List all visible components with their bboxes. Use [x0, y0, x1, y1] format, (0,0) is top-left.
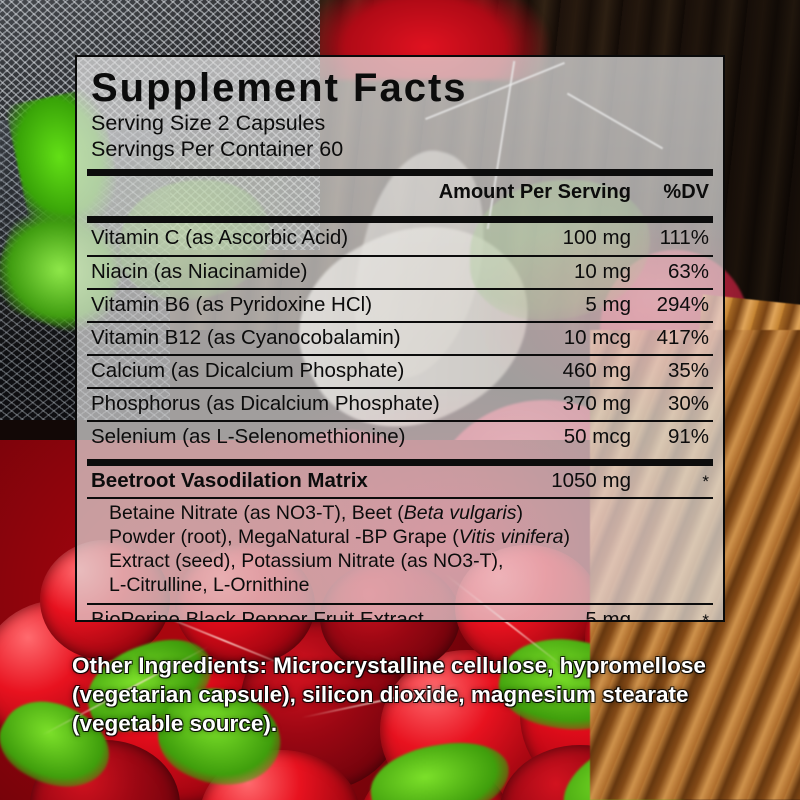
nutrient-dv: 30% [667, 391, 709, 415]
blend-ingredient-line: L-Citrulline, L-Ornithine [109, 574, 310, 597]
blend-divider-top [87, 458, 713, 466]
blend-ingredient-line: Betaine Nitrate (as NO3-T), Beet (Beta v… [109, 502, 524, 525]
row-divider [87, 288, 713, 290]
nutrient-dv: 111% [659, 226, 709, 250]
nutrient-dv: 35% [667, 358, 709, 382]
nutrient-dv: 63% [667, 259, 709, 283]
bioperine-divider [87, 603, 713, 605]
bioperine-amount: 5 mg [585, 607, 631, 622]
nutrient-name: Niacin (as Niacinamide) [91, 259, 308, 283]
blend-ingredient-list: Betaine Nitrate (as NO3-T), Beet (Beta v… [87, 499, 713, 603]
blend-ingredient-line: Extract (seed), Potassium Nitrate (as NO… [109, 550, 504, 573]
nutrient-amount: 100 mg [562, 226, 631, 250]
nutrient-table: Vitamin C (as Ascorbic Acid) 100 mg 111% Ni… [87, 223, 713, 453]
row-divider [87, 420, 713, 422]
nutrient-row: Vitamin C (as Ascorbic Acid) 100 mg 111% [87, 223, 713, 255]
nutrient-name: Vitamin B6 (as Pyridoxine HCl) [91, 292, 373, 316]
nutrient-row: Vitamin B12 (as Cyanocobalamin) 10 mcg 417… [87, 323, 713, 355]
nutrient-name: Phosphorus (as Dicalcium Phosphate) [91, 391, 440, 415]
nutrient-name: Vitamin C (as Ascorbic Acid) [91, 226, 349, 250]
bioperine-dv: * [702, 610, 709, 622]
blend-name-underline [87, 497, 713, 500]
nutrient-row: Selenium (as L-Selenomethionine) 50 mcg 91… [87, 422, 713, 454]
nutrient-row: Calcium (as Dicalcium Phosphate) 460 mg 35… [87, 356, 713, 388]
nutrient-amount: 460 mg [562, 358, 631, 382]
row-divider [87, 354, 713, 356]
nutrient-amount: 370 mg [562, 391, 631, 415]
blend-header-row: Beetroot Vasodilation Matrix 1050 mg * [87, 466, 713, 498]
latin-binomial: Vitis vinifera [458, 526, 564, 549]
other-ingredients-text: Other Ingredients: Microcrystalline cell… [72, 652, 742, 738]
nutrient-amount: 10 mcg [563, 325, 631, 349]
bioperine-name: BioPerine Black Pepper Fruit Extract [91, 607, 424, 622]
nutrient-amount: 10 mg [574, 259, 631, 283]
supplement-facts-panel: Supplement Facts Serving Size 2 Capsules… [75, 55, 725, 622]
nutrient-dv: 91% [667, 425, 709, 448]
other-ingredients-label: Other Ingredients: [72, 653, 268, 678]
column-header-row: Amount Per Serving %DV [87, 176, 713, 209]
bioperine-row: BioPerine Black Pepper Fruit Extract 5 m… [87, 605, 713, 622]
page-title: Supplement Facts [91, 66, 468, 110]
blend-name: Beetroot Vasodilation Matrix [91, 468, 368, 492]
nutrient-amount: 50 mcg [563, 425, 631, 448]
column-header-amount: Amount Per Serving [438, 181, 631, 204]
header-divider-top [87, 169, 713, 177]
row-divider [87, 387, 713, 389]
servings-per-container-text: Servings Per Container 60 [91, 137, 344, 162]
nutrient-dv: 294% [656, 292, 709, 316]
nutrient-name: Calcium (as Dicalcium Phosphate) [91, 358, 405, 382]
nutrient-row: Phosphorus (as Dicalcium Phosphate) 370 m… [87, 389, 713, 421]
row-divider [87, 321, 713, 323]
nutrient-dv: 417% [656, 325, 709, 349]
other-ingredients-body: Microcrystalline cellulose, hypromellose… [72, 653, 706, 736]
row-divider [87, 254, 713, 257]
header-divider-bottom [87, 216, 713, 224]
nutrient-row: Vitamin B6 (as Pyridoxine HCl) 5 mg 294% [87, 290, 713, 322]
nutrient-amount: 5 mg [585, 292, 631, 316]
blend-dv: * [702, 471, 709, 491]
nutrient-row: Niacin (as Niacinamide) 10 mg 63% [87, 257, 713, 289]
blend-ingredient-line: Powder (root), MegaNatural -BP Grape (Vi… [109, 526, 570, 549]
latin-binomial: Beta vulgaris [403, 502, 517, 525]
column-header-dv: %DV [663, 181, 709, 204]
serving-size-text: Serving Size 2 Capsules [91, 111, 326, 135]
nutrient-name: Selenium (as L-Selenomethionine) [91, 425, 406, 448]
nutrient-name: Vitamin B12 (as Cyanocobalamin) [91, 325, 401, 349]
blend-amount: 1050 mg [551, 468, 631, 492]
